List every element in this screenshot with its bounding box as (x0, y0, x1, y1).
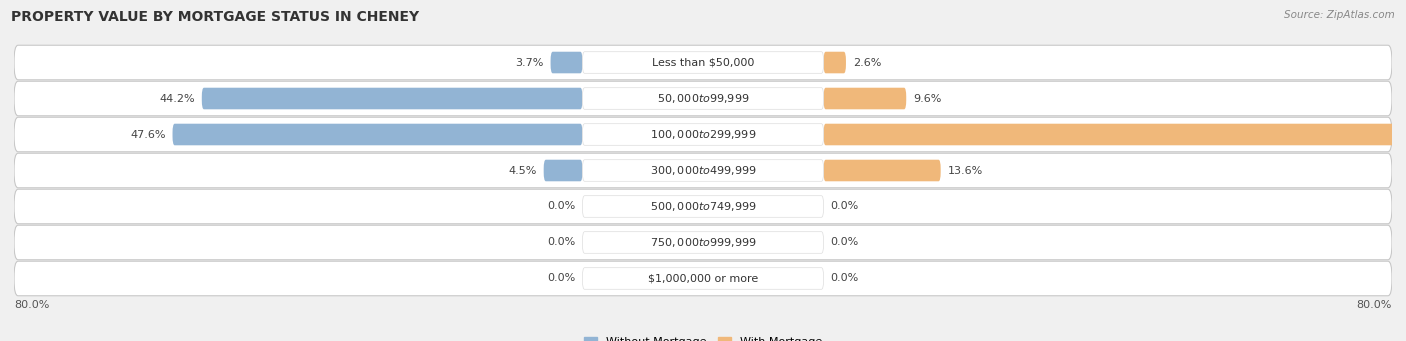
Text: Source: ZipAtlas.com: Source: ZipAtlas.com (1284, 10, 1395, 20)
FancyBboxPatch shape (582, 232, 824, 253)
FancyBboxPatch shape (173, 124, 582, 145)
FancyBboxPatch shape (544, 160, 582, 181)
Text: 80.0%: 80.0% (14, 300, 49, 310)
FancyBboxPatch shape (582, 160, 824, 181)
Text: $500,000 to $749,999: $500,000 to $749,999 (650, 200, 756, 213)
Text: 4.5%: 4.5% (509, 165, 537, 176)
FancyBboxPatch shape (14, 261, 1392, 296)
Text: 3.7%: 3.7% (516, 58, 544, 68)
Text: 80.0%: 80.0% (1357, 300, 1392, 310)
FancyBboxPatch shape (824, 52, 846, 73)
FancyBboxPatch shape (14, 153, 1392, 188)
Text: 13.6%: 13.6% (948, 165, 983, 176)
Text: 44.2%: 44.2% (159, 93, 195, 104)
FancyBboxPatch shape (14, 225, 1392, 260)
FancyBboxPatch shape (582, 196, 824, 217)
Text: 9.6%: 9.6% (912, 93, 942, 104)
Text: $100,000 to $299,999: $100,000 to $299,999 (650, 128, 756, 141)
Text: 0.0%: 0.0% (547, 202, 575, 211)
FancyBboxPatch shape (202, 88, 582, 109)
Text: 0.0%: 0.0% (547, 237, 575, 248)
Legend: Without Mortgage, With Mortgage: Without Mortgage, With Mortgage (579, 332, 827, 341)
Text: PROPERTY VALUE BY MORTGAGE STATUS IN CHENEY: PROPERTY VALUE BY MORTGAGE STATUS IN CHE… (11, 10, 419, 24)
Text: 0.0%: 0.0% (547, 273, 575, 283)
Text: 47.6%: 47.6% (131, 130, 166, 139)
Text: $1,000,000 or more: $1,000,000 or more (648, 273, 758, 283)
Text: 0.0%: 0.0% (831, 273, 859, 283)
FancyBboxPatch shape (14, 117, 1392, 152)
Text: 0.0%: 0.0% (831, 237, 859, 248)
Text: 0.0%: 0.0% (831, 202, 859, 211)
FancyBboxPatch shape (14, 81, 1392, 116)
FancyBboxPatch shape (14, 189, 1392, 224)
Text: $50,000 to $99,999: $50,000 to $99,999 (657, 92, 749, 105)
FancyBboxPatch shape (551, 52, 582, 73)
FancyBboxPatch shape (824, 160, 941, 181)
FancyBboxPatch shape (824, 124, 1406, 145)
FancyBboxPatch shape (14, 45, 1392, 80)
FancyBboxPatch shape (824, 88, 907, 109)
FancyBboxPatch shape (582, 268, 824, 289)
FancyBboxPatch shape (582, 124, 824, 145)
Text: $750,000 to $999,999: $750,000 to $999,999 (650, 236, 756, 249)
Text: Less than $50,000: Less than $50,000 (652, 58, 754, 68)
FancyBboxPatch shape (582, 88, 824, 109)
Text: 2.6%: 2.6% (853, 58, 882, 68)
FancyBboxPatch shape (582, 52, 824, 73)
Text: $300,000 to $499,999: $300,000 to $499,999 (650, 164, 756, 177)
